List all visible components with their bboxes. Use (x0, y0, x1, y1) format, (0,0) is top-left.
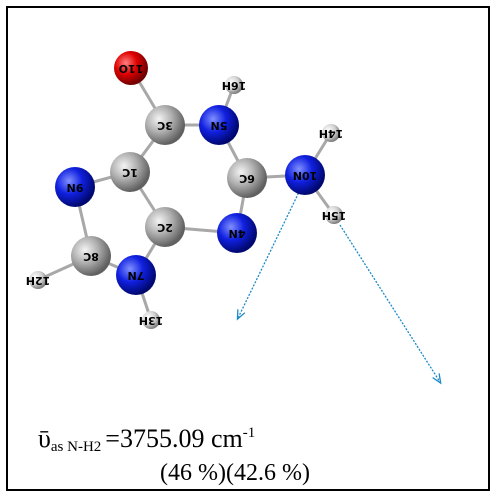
displacement-arrow (238, 190, 300, 318)
atom-label: 9N (67, 181, 84, 194)
atom-label: 3C (157, 119, 173, 132)
displacement-arrow (340, 225, 440, 382)
atom-label: 12H (26, 274, 51, 287)
atom-label: 7N (128, 269, 145, 282)
superscript: -1 (243, 425, 256, 441)
atom-label: 13H (139, 314, 164, 327)
subscript: as N-H2 (51, 439, 101, 455)
atom-label: 16H (222, 79, 247, 92)
atom-label: 14H (319, 127, 344, 140)
atom-label: 4N (229, 227, 246, 240)
atom-label: 2C (157, 221, 173, 234)
diagram: 11O3C16H5N14H1C6C10N9N2C4N15H8C7N12H13H … (0, 0, 496, 497)
symbol: ῡ (38, 424, 51, 453)
atom-label: 8C (83, 250, 99, 263)
atom-label: 10N (293, 169, 318, 182)
atom-label: 1C (122, 166, 138, 179)
atoms: 11O 3C 16H 5N 14H 1C 6C 10N 9N 2C 4N 15H 8C 7N 12H 13H (26, 51, 347, 329)
atom-label: 5N (211, 119, 228, 132)
caption-line-1: ῡas N-H2=3755.09 cm-1 (38, 424, 255, 455)
value: =3755.09 cm (105, 424, 242, 453)
atom-label: 6C (239, 172, 255, 185)
caption-line-2: (46 %)(42.6 %) (160, 460, 310, 486)
atom-label: 15H (322, 209, 347, 222)
atom-label: 11O (119, 62, 144, 75)
